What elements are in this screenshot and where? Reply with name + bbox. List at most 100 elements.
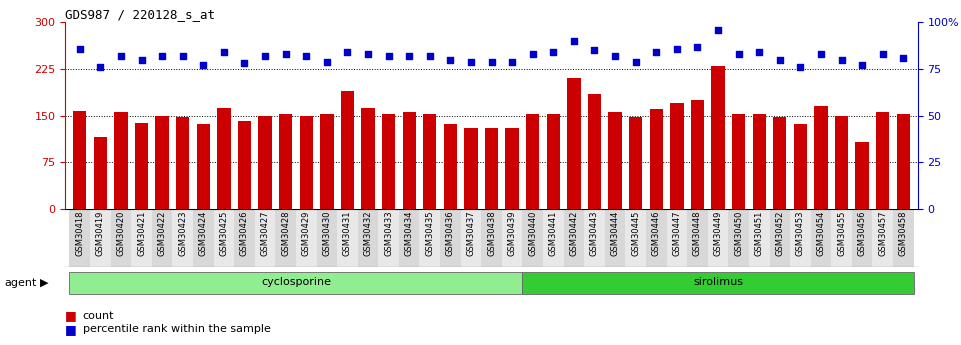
- Bar: [320, 114, 333, 209]
- Bar: [543, 209, 563, 267]
- Bar: [608, 112, 622, 209]
- Point: [505, 59, 520, 64]
- Text: GSM30427: GSM30427: [260, 210, 270, 256]
- Point: [690, 44, 705, 49]
- Bar: [111, 209, 132, 267]
- Text: GSM30429: GSM30429: [302, 210, 310, 256]
- Text: GSM30422: GSM30422: [158, 210, 166, 256]
- Bar: [423, 114, 436, 209]
- Bar: [440, 209, 460, 267]
- Bar: [646, 209, 667, 267]
- Bar: [567, 78, 580, 209]
- Point: [731, 51, 747, 57]
- Bar: [588, 94, 602, 209]
- Bar: [855, 142, 869, 209]
- Bar: [255, 209, 276, 267]
- Point: [340, 49, 356, 55]
- Text: GSM30456: GSM30456: [857, 210, 867, 256]
- Text: GSM30454: GSM30454: [817, 210, 825, 256]
- Text: sirolimus: sirolimus: [693, 277, 743, 287]
- Bar: [814, 106, 827, 209]
- Bar: [873, 209, 893, 267]
- Text: GSM30431: GSM30431: [343, 210, 352, 256]
- Bar: [316, 209, 337, 267]
- Text: GSM30424: GSM30424: [199, 210, 208, 256]
- Text: GSM30435: GSM30435: [426, 210, 434, 256]
- Text: GSM30434: GSM30434: [405, 210, 413, 256]
- Bar: [707, 209, 728, 267]
- Point: [628, 59, 643, 64]
- Text: GSM30437: GSM30437: [466, 210, 476, 256]
- Point: [813, 51, 828, 57]
- Point: [72, 46, 87, 51]
- Text: GSM30428: GSM30428: [282, 210, 290, 256]
- Text: count: count: [83, 311, 114, 321]
- Bar: [90, 209, 111, 267]
- Bar: [403, 112, 416, 209]
- Point: [113, 53, 129, 59]
- Bar: [502, 209, 523, 267]
- Bar: [732, 114, 746, 209]
- Bar: [691, 100, 704, 209]
- Text: GSM30457: GSM30457: [878, 210, 887, 256]
- Bar: [152, 209, 172, 267]
- Point: [155, 53, 170, 59]
- Bar: [876, 112, 890, 209]
- Point: [587, 48, 603, 53]
- Point: [216, 49, 232, 55]
- Bar: [213, 209, 234, 267]
- Bar: [629, 117, 642, 209]
- Text: GSM30441: GSM30441: [549, 210, 557, 256]
- Text: GSM30455: GSM30455: [837, 210, 846, 256]
- Bar: [279, 114, 292, 209]
- Bar: [523, 272, 914, 294]
- Text: GSM30443: GSM30443: [590, 210, 599, 256]
- Text: GSM30430: GSM30430: [322, 210, 332, 256]
- Bar: [749, 209, 770, 267]
- Bar: [687, 209, 707, 267]
- Point: [196, 62, 211, 68]
- Bar: [73, 111, 86, 209]
- Point: [402, 53, 417, 59]
- Text: ■: ■: [65, 323, 77, 336]
- Text: GSM30418: GSM30418: [75, 210, 85, 256]
- Text: GSM30438: GSM30438: [487, 210, 496, 256]
- Bar: [234, 209, 255, 267]
- Point: [546, 49, 561, 55]
- Text: GSM30450: GSM30450: [734, 210, 743, 256]
- Bar: [444, 124, 457, 209]
- Bar: [357, 209, 379, 267]
- Point: [649, 49, 664, 55]
- Text: agent: agent: [5, 278, 37, 288]
- Text: GSM30421: GSM30421: [137, 210, 146, 256]
- Bar: [114, 112, 128, 209]
- Text: GSM30432: GSM30432: [363, 210, 373, 256]
- Bar: [296, 209, 316, 267]
- Bar: [193, 209, 213, 267]
- Point: [793, 65, 808, 70]
- Bar: [300, 116, 313, 209]
- Text: GSM30453: GSM30453: [796, 210, 805, 256]
- Bar: [773, 117, 786, 209]
- Bar: [337, 209, 357, 267]
- Point: [134, 57, 149, 62]
- Point: [360, 51, 376, 57]
- Text: GSM30440: GSM30440: [529, 210, 537, 256]
- Bar: [505, 128, 519, 209]
- Bar: [217, 108, 231, 209]
- Bar: [460, 209, 481, 267]
- Text: GSM30448: GSM30448: [693, 210, 702, 256]
- Point: [381, 53, 396, 59]
- Bar: [69, 272, 523, 294]
- Bar: [420, 209, 440, 267]
- Point: [607, 53, 623, 59]
- Text: GSM30442: GSM30442: [570, 210, 579, 256]
- Point: [319, 59, 334, 64]
- Point: [710, 27, 726, 33]
- Point: [463, 59, 479, 64]
- Bar: [464, 128, 478, 209]
- Bar: [485, 128, 498, 209]
- Text: GSM30423: GSM30423: [178, 210, 187, 256]
- Point: [484, 59, 500, 64]
- Text: GSM30444: GSM30444: [610, 210, 620, 256]
